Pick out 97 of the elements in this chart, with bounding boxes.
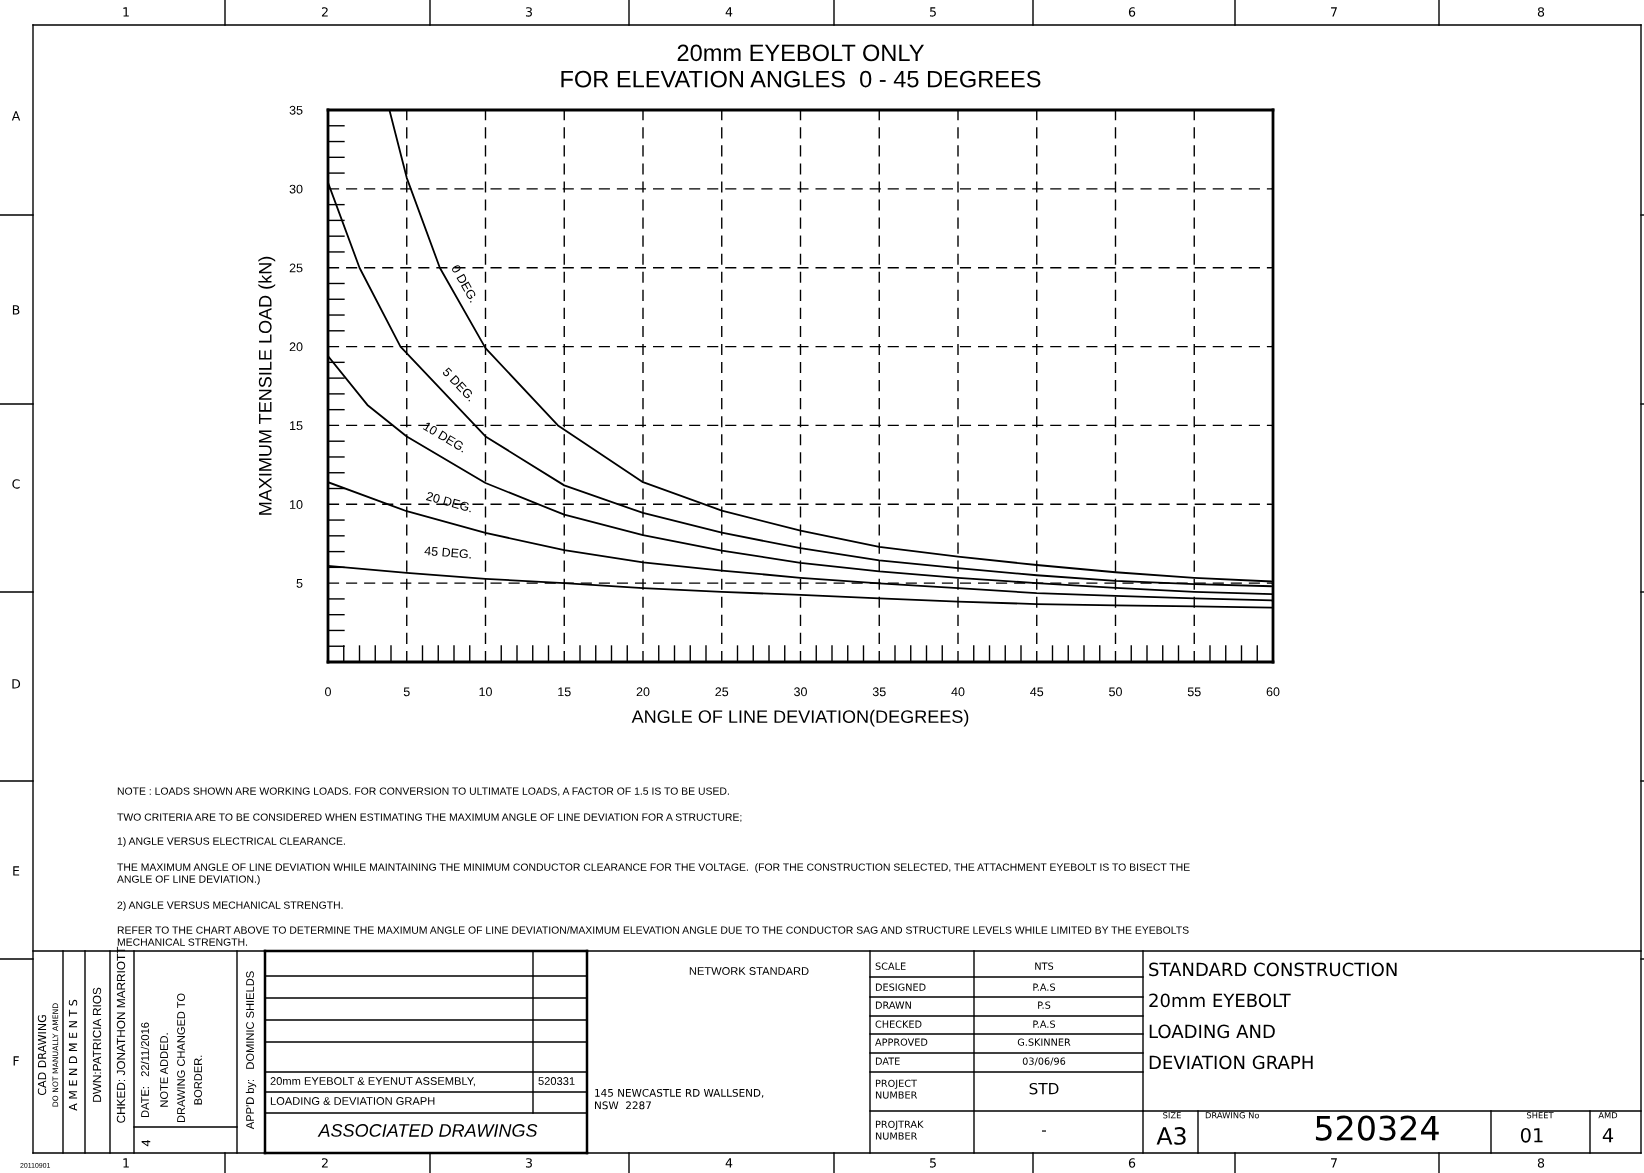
y-tick-label: 30	[289, 184, 303, 194]
text: 6	[1128, 7, 1136, 17]
text: LOADING & DEVIATION GRAPH	[270, 1097, 435, 1105]
text: STD	[1029, 1082, 1059, 1095]
text: A	[11, 111, 21, 121]
series-label: 45 DEG.	[424, 546, 472, 559]
text: TWO CRITERIA ARE TO BE CONSIDERED WHEN ESTIMATING THE MAXIMUM ANGLE OF LINE DEVIATION FOR A STRUCTURE;	[117, 813, 742, 823]
text: DATE: 22/11/2016	[140, 1022, 149, 1118]
x-tick-label: 15	[558, 687, 571, 697]
y-tick-label: 20	[289, 342, 303, 352]
text: APP'D by: DOMINIC SHIELDS	[245, 971, 257, 1130]
x-tick-label: 5	[403, 687, 410, 697]
x-tick-label: 50	[1109, 687, 1122, 697]
y-tick-label: 5	[296, 579, 303, 588]
text: DESIGNED	[875, 983, 926, 991]
text: F	[13, 1056, 19, 1066]
text: CHECKED	[875, 1020, 922, 1028]
text: DRAWING No	[1205, 1112, 1260, 1119]
text: 7	[1331, 1158, 1337, 1168]
text: APPROVED	[875, 1038, 928, 1046]
text: THE MAXIMUM ANGLE OF LINE DEVIATION WHILE MAINTAINING THE MINIMUM CONDUCTOR CLEARANCE FOR THE VOLTAGE. (FOR THE CONSTRUCTION SELECTED, THE ATTACHMENT EYEBOLT IS TO BISECT THE ANGLE OF LINE DEVIATION.)	[117, 863, 1190, 885]
text: 8	[1537, 7, 1545, 17]
text: P.A.S	[1033, 983, 1056, 991]
text: AMD	[1598, 1112, 1618, 1119]
text: SHEET	[1526, 1112, 1554, 1119]
y-tick-label: 10	[290, 500, 303, 509]
y-axis-title: MAXIMUM TENSILE LOAD (kN)	[258, 256, 276, 515]
text: LOADING AND	[1149, 1024, 1275, 1039]
text: REFER TO THE CHART ABOVE TO DETERMINE THE MAXIMUM ANGLE OF LINE DEVIATION/MAXIMUM ELEVATION ANGLE DUE TO THE CONDUCTOR SAG AND STRUCTURE LEVELS WHILE LIMITED BY THE EYEBOLTS MECHANICAL STRENGTH.	[117, 926, 1189, 946]
y-tick-label: 25	[289, 263, 303, 273]
text: STANDARD CONSTRUCTION	[1149, 962, 1397, 977]
text: E	[13, 866, 20, 876]
text: NOTE ADDED.	[160, 1033, 168, 1107]
text: 520331	[538, 1077, 575, 1085]
x-tick-label: 55	[1187, 687, 1201, 697]
text: SCALE	[875, 962, 906, 970]
text: 1) ANGLE VERSUS ELECTRICAL CLEARANCE.	[117, 837, 345, 847]
x-tick-label: 45	[1030, 687, 1044, 697]
text: 5	[929, 1158, 936, 1168]
text: 145 NEWCASTLE RD WALLSEND, NSW 2287	[595, 1088, 764, 1110]
text: B	[12, 305, 20, 315]
text: 03/06/96	[1022, 1057, 1066, 1066]
text: 20mm EYEBOLT	[1149, 993, 1291, 1008]
text: CHKED: JONATHON MARRIOTT	[116, 946, 126, 1123]
x-tick-label: 40	[951, 687, 965, 697]
text: 1	[123, 7, 129, 17]
text: NOTE : LOADS SHOWN ARE WORKING LOADS. FOR CONVERSION TO ULTIMATE LOADS, A FACTOR OF 1.5 IS TO BE USED.	[117, 787, 729, 797]
text: 1	[123, 1158, 129, 1168]
text: DRAWN	[875, 1001, 911, 1009]
text: 6	[1128, 1158, 1136, 1168]
text: D	[12, 679, 21, 689]
text: A M E N D M E N T S	[68, 999, 78, 1111]
x-tick-label: 25	[715, 687, 729, 697]
text: NETWORK STANDARD	[689, 967, 809, 975]
text: 4	[141, 1139, 151, 1147]
text: -	[1041, 1130, 1047, 1132]
text: 7	[1331, 7, 1337, 17]
text: DATE	[875, 1057, 900, 1065]
text: 01	[1520, 1127, 1543, 1143]
text: G.SKINNER	[1017, 1038, 1071, 1046]
x-tick-label: 20	[636, 687, 650, 697]
text: NTS	[1035, 962, 1054, 970]
text: ASSOCIATED DRAWINGS	[317, 1124, 538, 1137]
text: 8	[1537, 1158, 1545, 1168]
text: 4	[725, 7, 733, 17]
text: PROJTRAK NUMBER	[875, 1120, 924, 1140]
text: 3	[525, 1158, 532, 1168]
text: 2) ANGLE VERSUS MECHANICAL STRENGTH.	[117, 901, 343, 911]
text: PROJECT NUMBER	[875, 1079, 918, 1099]
x-tick-label: 10	[479, 687, 492, 697]
text: 20mm EYEBOLT & EYENUT ASSEMBLY,	[270, 1077, 475, 1087]
text: 0 DEG.	[451, 264, 479, 303]
text: P.S	[1038, 1001, 1051, 1009]
x-tick-label: 35	[872, 687, 886, 697]
text: C	[12, 479, 20, 489]
text: 2	[321, 7, 328, 17]
text: 4	[1602, 1128, 1614, 1143]
text: BORDER.	[194, 1055, 202, 1105]
x-tick-label: 30	[794, 687, 807, 697]
text: DWN:PATRICIA RIOS	[92, 987, 102, 1102]
y-tick-label: 15	[290, 421, 303, 431]
text: DEVIATION GRAPH	[1149, 1055, 1313, 1070]
x-tick-label: 60	[1266, 687, 1280, 697]
text: 5	[929, 7, 936, 17]
chart-title: 20mm EYEBOLT ONLY FOR ELEVATION ANGLES 0 - 45 DEGREES	[561, 44, 1041, 88]
y-tick-label: 35	[289, 105, 303, 115]
x-tick-label: 0	[325, 687, 331, 697]
text: 4	[725, 1158, 733, 1168]
text: P.A.S	[1033, 1020, 1056, 1028]
text: DRAWING CHANGED TO	[177, 993, 185, 1123]
text: SIZE	[1163, 1112, 1181, 1119]
x-axis-title: ANGLE OF LINE DEVIATION(DEGREES)	[631, 709, 969, 727]
text: A3	[1156, 1126, 1186, 1145]
text: CAD DRAWING	[37, 1015, 47, 1096]
text: 2	[321, 1158, 328, 1168]
text: 3	[525, 7, 532, 17]
text: 520324	[1315, 1115, 1439, 1141]
